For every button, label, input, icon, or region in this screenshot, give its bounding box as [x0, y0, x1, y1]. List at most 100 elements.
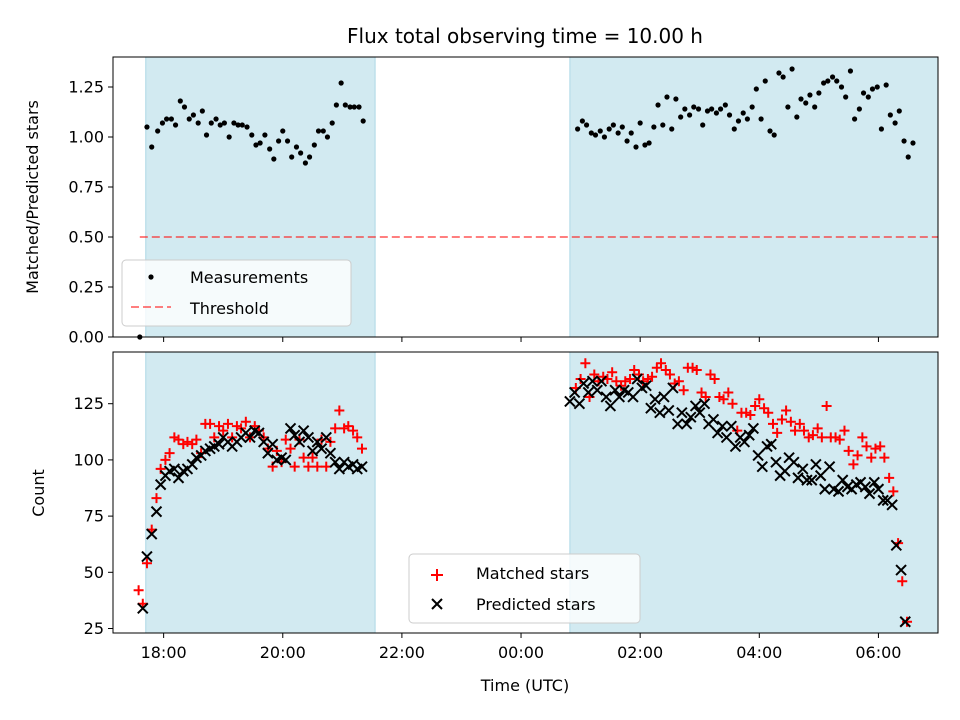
measurement-point [239, 122, 245, 128]
matched-point [794, 418, 805, 429]
measurement-point [606, 126, 612, 132]
x-tick-label: 18:00 [141, 643, 187, 662]
matched-point [280, 434, 291, 445]
predicted-point [756, 460, 768, 473]
measurement-point [164, 116, 170, 122]
predicted-point [564, 395, 576, 408]
predicted-point [890, 539, 903, 552]
bottom-panel: 25 50 75 100 125 18:00 20:00 22:00 00:00 02:00 04… [29, 351, 939, 695]
matched-point [848, 459, 859, 470]
matched-point [141, 558, 152, 569]
matched-point [580, 358, 591, 369]
measurement-point [289, 154, 295, 160]
predicted-point [253, 427, 265, 439]
predicted-point [765, 438, 777, 450]
predicted-point [297, 424, 310, 437]
predicted-point [711, 427, 724, 439]
predicted-point [806, 474, 818, 486]
matched-point [754, 394, 765, 405]
matched-point [839, 425, 850, 436]
measurement-point [360, 118, 366, 124]
measurement-point [726, 112, 733, 118]
measurement-point [660, 122, 666, 128]
matched-point [790, 425, 801, 436]
measurement-point [785, 104, 791, 110]
predicted-point [266, 438, 279, 450]
measurement-point [338, 80, 344, 86]
measurement-point [155, 128, 161, 134]
predicted-point [356, 460, 368, 473]
predicted-point [886, 499, 898, 511]
matched-point [812, 423, 823, 434]
predicted-point [895, 564, 907, 576]
predicted-point [685, 411, 697, 423]
measurement-point [749, 104, 755, 110]
top-y-axis-label: Matched/Predicted stars [23, 100, 42, 294]
matched-point [589, 369, 600, 380]
matched-point [727, 398, 738, 409]
measurement-point [583, 122, 590, 128]
matched-point [700, 391, 711, 402]
matched-point [312, 461, 323, 472]
measurement-point [869, 86, 876, 92]
x-tick-label: 20:00 [260, 643, 306, 662]
measurement-point [329, 120, 335, 126]
predicted-point [743, 429, 755, 441]
matched-point [750, 400, 761, 411]
predicted-point [738, 436, 751, 448]
predicted-point [667, 382, 679, 394]
predicted-point [320, 431, 332, 444]
measurement-point [838, 84, 845, 90]
predicted-point [262, 447, 274, 459]
measurement-point [776, 70, 782, 76]
top-y-tick-label: 0.50 [68, 228, 104, 247]
measurement-point [235, 122, 241, 128]
predicted-point [707, 413, 720, 426]
predicted-point [725, 420, 738, 432]
measurement-point [149, 144, 155, 150]
top-span-1 [569, 56, 939, 338]
matched-point [303, 461, 314, 472]
measurement-point [226, 134, 232, 140]
measurement-point [878, 126, 885, 132]
measurement-point [713, 110, 720, 116]
matched-point [807, 430, 818, 441]
predicted-point [899, 616, 911, 628]
predicted-point [577, 377, 590, 390]
bottom-y-tick-label: 100 [73, 450, 104, 469]
measurement-point [883, 82, 889, 88]
predicted-point [747, 422, 760, 435]
measurement-point [834, 78, 840, 84]
matched-point [289, 461, 300, 472]
measurement-point [740, 110, 746, 116]
predicted-point [257, 436, 270, 448]
measurement-point [753, 86, 759, 92]
predicted-point [600, 391, 612, 403]
predicted-point [649, 393, 661, 405]
matched-point [723, 387, 734, 398]
matched-point [678, 385, 689, 396]
predicted-point [872, 483, 885, 495]
measurement-point [253, 142, 259, 148]
matched-point [821, 400, 832, 411]
measurement-point [159, 120, 166, 126]
top-x-axis-ticks [163, 337, 879, 342]
measurement-point [678, 114, 684, 120]
measurement-point [592, 132, 599, 138]
measurement-point [735, 118, 742, 124]
measurement-point [762, 78, 768, 84]
measurement-point [816, 90, 822, 96]
predicted-point [613, 391, 626, 403]
matched-point [205, 418, 216, 429]
bottom-legend-box [408, 553, 641, 624]
matched-point [861, 441, 872, 452]
measurement-point [144, 124, 150, 130]
matched-point [656, 358, 667, 369]
top-y-tick-label: 0.25 [68, 278, 104, 297]
predicted-point [814, 469, 827, 482]
measurement-point [673, 96, 679, 102]
predicted-point [604, 400, 617, 412]
predicted-point [680, 418, 693, 430]
matched-point [330, 423, 341, 434]
